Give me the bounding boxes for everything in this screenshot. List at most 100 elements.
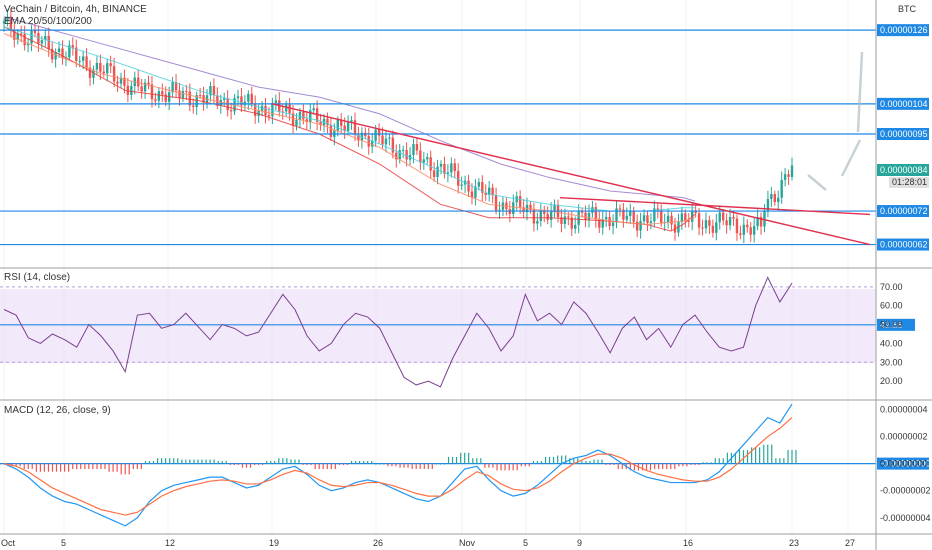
time-tick-label: Nov [459, 538, 476, 548]
trend-line[interactable] [271, 103, 871, 246]
candle-body [426, 157, 429, 160]
rsi-pane: 49.86 [0, 276, 915, 388]
candlestick-series [2, 8, 794, 244]
candle-body [429, 157, 432, 171]
candle-body [309, 110, 312, 123]
candle-body [395, 152, 398, 160]
rsi-label[interactable]: RSI (14, close) [4, 272, 70, 283]
candle-body [236, 96, 240, 99]
macd-label[interactable]: MACD (12, 26, close, 9) [4, 405, 111, 416]
trend-lines[interactable] [271, 103, 871, 246]
candle-body [319, 121, 322, 126]
candle-body [154, 99, 157, 101]
candle-body [257, 110, 260, 116]
candle-body [44, 35, 47, 41]
candle-body [470, 191, 474, 198]
candle-body [99, 62, 102, 72]
candle-body [219, 100, 222, 106]
candle-body [346, 121, 350, 131]
candle-body [357, 135, 360, 141]
candle-body [102, 71, 105, 74]
candle-body [481, 182, 484, 193]
candle-body [85, 56, 88, 68]
candle-body [708, 220, 711, 226]
candle-body [95, 62, 99, 70]
candle-body [388, 137, 391, 139]
ema-line [3, 16, 696, 202]
candle-body [697, 213, 701, 228]
candle-body [223, 98, 226, 101]
time-axis[interactable]: Oct 5 12 19 26 Nov 5 9 16 23 27 [1, 538, 855, 548]
candle-body [92, 69, 95, 78]
candle-body [329, 125, 333, 137]
candle-body [498, 209, 501, 211]
candle-body [250, 93, 253, 104]
candle-body [174, 82, 178, 91]
candle-body [732, 217, 735, 219]
candle-body [88, 67, 92, 78]
candle-body [752, 226, 756, 235]
rsi-tick-label: 40.00 [880, 338, 903, 348]
candle-body [611, 222, 615, 226]
candle-body [68, 45, 71, 58]
level-price-badge [877, 128, 929, 140]
time-tick-label: 23 [789, 538, 799, 548]
price-axis[interactable]: 70.00 60.00 50.00 40.00 30.00 20.00 0.00000004… [880, 282, 931, 523]
time-tick-label: 16 [683, 538, 693, 548]
level-price-text: 0.00000104 [880, 99, 928, 109]
current-price-badge [877, 164, 929, 176]
candle-body [567, 216, 570, 218]
candle-body [529, 204, 532, 210]
time-tick-label: 19 [269, 538, 279, 548]
candle-body [198, 95, 202, 97]
candle-body [185, 91, 188, 93]
candle-body [326, 118, 329, 126]
candle-body [570, 217, 573, 229]
candle-body [598, 219, 601, 228]
candle-body [546, 213, 549, 220]
candle-body [777, 197, 780, 203]
candle-body [312, 108, 315, 111]
ema-line [3, 26, 696, 232]
candle-body [629, 210, 632, 216]
candle-body [340, 119, 343, 126]
trend-line[interactable] [559, 196, 871, 216]
candle-body [161, 91, 164, 95]
candle-body [728, 217, 732, 226]
candle-body [343, 125, 346, 131]
candle-body [16, 33, 19, 40]
candle-body [71, 45, 75, 48]
macd-tick-label: 0.00000004 [880, 404, 928, 414]
candle-body [518, 196, 522, 208]
candle-body [639, 221, 642, 231]
candle-body [171, 82, 174, 93]
symbol-title[interactable]: VeChain / Bitcoin, 4h, BINANCE [4, 4, 147, 15]
candle-body [9, 16, 13, 31]
candle-body [350, 120, 353, 122]
candle-body [615, 208, 618, 223]
rsi-band [0, 289, 876, 363]
candle-body [264, 105, 267, 116]
candle-body [47, 35, 50, 49]
candle-body [398, 150, 401, 160]
rsi-level-text: 49.86 [880, 320, 903, 330]
candle-body [549, 210, 553, 220]
candle-body [574, 224, 577, 229]
candle-body [305, 119, 309, 123]
candle-body [687, 220, 690, 222]
current-price-text: 0.00000084 [880, 165, 928, 175]
ema-line [3, 33, 696, 225]
candle-body [295, 119, 298, 126]
candle-body [543, 210, 546, 214]
candle-body [739, 233, 742, 235]
candle-body [54, 52, 57, 60]
candle-body [577, 211, 580, 225]
horizontal-levels[interactable]: 0.00000126 0.00000104 0.00000095 0.00000072… [0, 24, 929, 251]
ema-indicator-label[interactable]: EMA 20/50/100/200 [4, 16, 92, 27]
currency-label: BTC [898, 4, 917, 14]
candle-body [536, 221, 539, 224]
macd-tick-label: -0.00000004 [880, 513, 931, 523]
time-tick-label: Oct [1, 538, 16, 548]
candle-body [116, 81, 119, 84]
